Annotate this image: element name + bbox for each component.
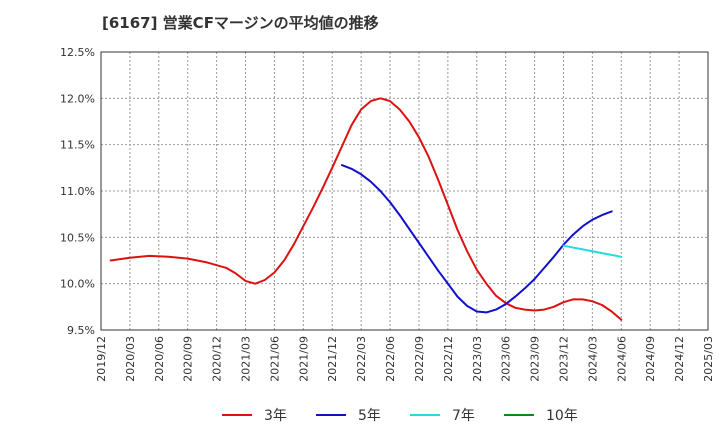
legend-label: 5年 bbox=[358, 408, 381, 424]
legend-label: 10年 bbox=[546, 408, 578, 424]
y-tick-label: 10.0% bbox=[60, 278, 95, 291]
x-tick-label: 2024/12 bbox=[673, 336, 686, 382]
x-tick-label: 2023/09 bbox=[529, 336, 542, 382]
y-tick-label: 11.0% bbox=[60, 185, 95, 198]
plot-area bbox=[101, 52, 708, 330]
x-tick-label: 2020/06 bbox=[153, 336, 166, 382]
x-tick-label: 2020/03 bbox=[124, 336, 137, 382]
series-line-3年 bbox=[109, 97, 623, 321]
x-tick-label: 2019/12 bbox=[95, 336, 108, 382]
x-tick-labels: 2019/12 2020/03 2020/06 2020/09 2020/12 2021/… bbox=[95, 336, 715, 382]
x-tick-label: 2020/12 bbox=[211, 336, 224, 382]
x-tick-label: 2022/06 bbox=[384, 336, 397, 382]
y-tick-label: 12.0% bbox=[60, 92, 95, 105]
chart-title: [6167] 営業CFマージンの平均値の推移 bbox=[102, 14, 379, 32]
x-tick-label: 2022/09 bbox=[413, 336, 426, 382]
y-tick-labels: 9.5% 10.0% 10.5% 11.0% 11.5% 12.0% 12.5% bbox=[60, 46, 95, 337]
plot-frame bbox=[100, 51, 709, 331]
x-tick-label: 2023/03 bbox=[471, 336, 484, 382]
x-tick-label: 2021/03 bbox=[240, 336, 253, 382]
y-tick-label: 10.5% bbox=[60, 231, 95, 244]
x-tick-label: 2024/09 bbox=[644, 336, 657, 382]
series-line-5年 bbox=[340, 164, 613, 314]
x-tick-label: 2022/03 bbox=[355, 336, 368, 382]
series-line-7年 bbox=[562, 244, 623, 258]
x-tick-label: 2023/06 bbox=[500, 336, 513, 382]
x-tick-label: 2023/12 bbox=[557, 336, 570, 382]
y-tick-label: 12.5% bbox=[60, 46, 95, 59]
x-tick-label: 2021/09 bbox=[297, 336, 310, 382]
y-tick-label: 11.5% bbox=[60, 139, 95, 152]
series-lines bbox=[109, 97, 623, 321]
x-tick-label: 2022/12 bbox=[442, 336, 455, 382]
x-tick-label: 2024/06 bbox=[615, 336, 628, 382]
x-tick-label: 2021/06 bbox=[268, 336, 281, 382]
x-tick-label: 2020/09 bbox=[182, 336, 195, 382]
y-tick-label: 9.5% bbox=[67, 324, 95, 337]
legend-label: 3年 bbox=[264, 408, 287, 424]
x-tick-label: 2021/12 bbox=[326, 336, 339, 382]
x-tick-label: 2024/03 bbox=[586, 336, 599, 382]
legend-label: 7年 bbox=[452, 408, 475, 424]
legend: 3年 5年 7年 10年 bbox=[222, 408, 578, 424]
x-tick-label: 2025/03 bbox=[702, 336, 715, 382]
